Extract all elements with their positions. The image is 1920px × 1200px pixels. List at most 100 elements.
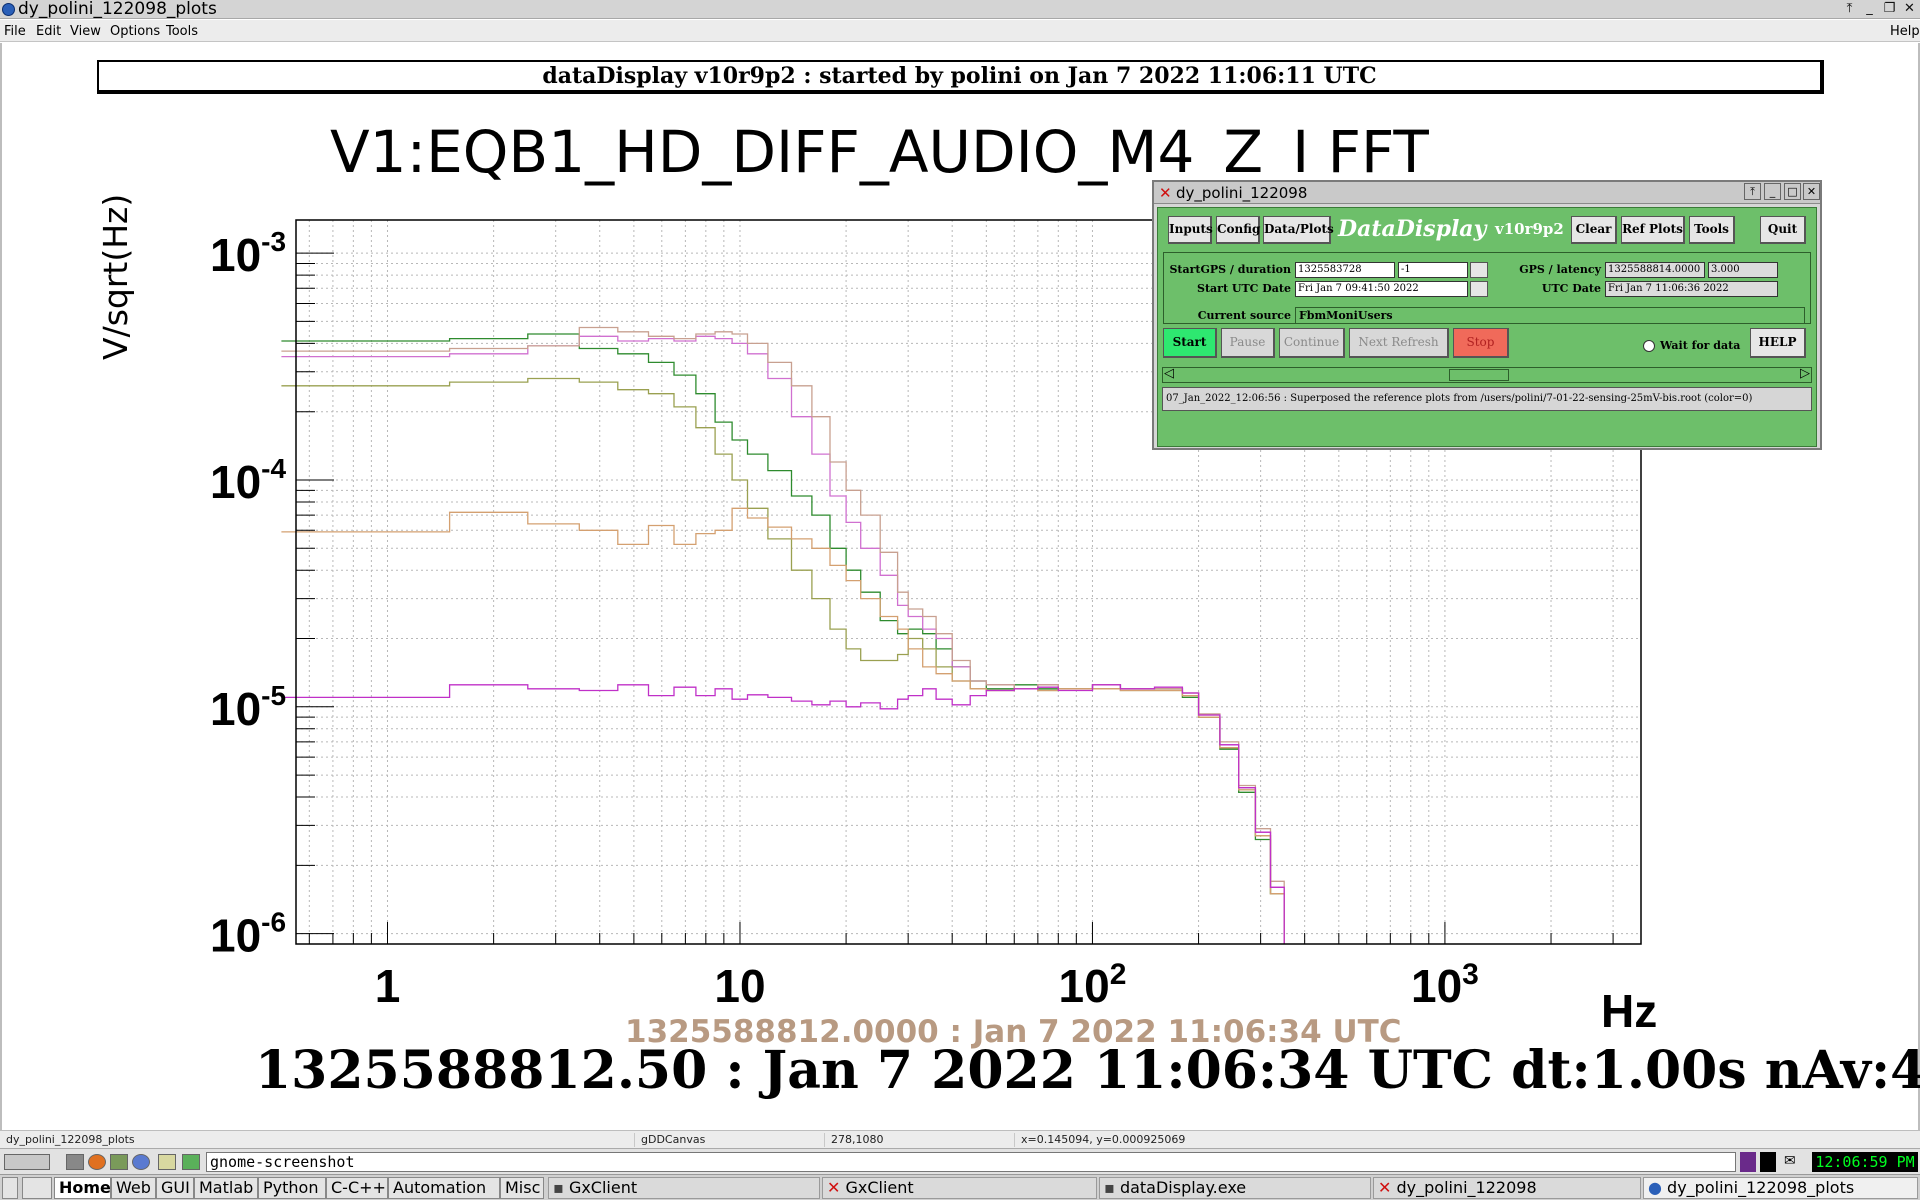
menubar: File Edit View Options Tools Help [0, 20, 1920, 42]
maximize-button[interactable]: ❐ [1883, 1, 1896, 16]
spectrum-series-1 [281, 333, 1285, 944]
menu-help[interactable]: Help [1890, 24, 1920, 39]
datadisplay-titlebar[interactable]: ✕ dy_polini_122098 ⤒ _ □ ✕ [1154, 182, 1820, 204]
start-utc-field[interactable]: Fri Jan 7 09:41:50 2022 [1295, 281, 1468, 297]
window-titlebar[interactable]: dy_polini_122098_plots ⤒ _ ❐ ✕ [0, 0, 1920, 19]
clock: 12:06:59 PM [1812, 1152, 1918, 1172]
editor-icon[interactable] [158, 1154, 176, 1170]
tab-matlab[interactable]: Matlab [194, 1177, 258, 1199]
window-controls: ⤒ _ ❐ ✕ [1841, 1, 1918, 18]
taskbar-app-datadisplay-exe[interactable]: ▪ dataDisplay.exe [1099, 1177, 1371, 1199]
cpu-meter-icon [1740, 1152, 1756, 1172]
ref-plots-button[interactable]: Ref Plots [1621, 216, 1685, 244]
plot-timestamp: 1325588812.50 : Jan 7 2022 11:06:34 UTC … [255, 1040, 1920, 1101]
browser-icon[interactable] [132, 1154, 150, 1170]
spectrum-plot[interactable]: 1 10 102 103 10-3 10-4 10-5 10-6 Hz [200, 200, 1740, 1045]
wait-for-data-radio[interactable] [1643, 340, 1655, 352]
command-input[interactable]: gnome-screenshot [206, 1152, 1736, 1172]
tab-web[interactable]: Web [111, 1177, 156, 1199]
gps-field: 1325588814.0000 [1605, 262, 1705, 278]
app-label: dataDisplay.exe [1119, 1178, 1247, 1197]
minimize-button[interactable]: _ [1866, 1, 1873, 16]
terminal-icon[interactable] [66, 1154, 84, 1170]
message-text: 07_Jan_2022_12:06:56 : Superposed the re… [1166, 393, 1753, 404]
tab-misc[interactable]: Misc [500, 1177, 544, 1199]
monitor-icon: ▪ [1104, 1178, 1120, 1197]
tab-gui[interactable]: GUI [156, 1177, 194, 1199]
config-button[interactable]: Config [1216, 216, 1260, 244]
taskbar-app-dy-polini-plots[interactable]: ● dy_polini_122098_plots [1643, 1177, 1918, 1199]
duration-field[interactable]: -1 [1398, 262, 1468, 278]
tab-c-cpp[interactable]: C-C++ [326, 1177, 388, 1199]
app-label: GxClient [568, 1178, 638, 1197]
status-coords: x=0.145094, y=0.000925069 [1021, 1133, 1186, 1146]
stop-button[interactable]: Stop [1453, 328, 1509, 358]
menu-view[interactable]: View [70, 24, 101, 39]
firefox-icon[interactable] [88, 1154, 106, 1170]
keep-above-button[interactable]: ⤒ [1846, 1, 1853, 16]
start-button[interactable]: Start [1163, 328, 1217, 358]
data-plots-button[interactable]: Data/Plots [1263, 216, 1334, 244]
window-title: dy_polini_122098_plots [18, 0, 217, 19]
utc-date-label: UTC Date [1541, 282, 1601, 295]
scroll-left-icon[interactable]: ◁ [1164, 366, 1174, 381]
scrollbar-thumb[interactable] [1449, 369, 1509, 381]
desktop-switcher-icon[interactable] [4, 1154, 50, 1170]
message-log: 07_Jan_2022_12:06:56 : Superposed the re… [1162, 387, 1812, 411]
latency-field[interactable]: 3.000 [1708, 262, 1778, 278]
x-tick-label: 103 [1411, 958, 1479, 1012]
settings-icon[interactable] [110, 1154, 128, 1170]
utc-date-field: Fri Jan 7 11:06:36 2022 [1605, 281, 1778, 297]
app-icon [2, 3, 15, 16]
inputs-button[interactable]: Inputs [1168, 216, 1213, 244]
datadisplay-panel: Inputs Config Data/Plots DataDisplay v10… [1157, 207, 1817, 447]
app-label: dy_polini_122098 [1396, 1178, 1537, 1197]
tab-automation[interactable]: Automation [388, 1177, 500, 1199]
current-source-field[interactable]: FbmMoniUsers [1295, 307, 1805, 324]
status-pixel: 278,1080 [825, 1133, 1015, 1147]
dd-minimize-button[interactable]: _ [1764, 183, 1781, 200]
continue-button[interactable]: Continue [1279, 328, 1345, 358]
start-utc-spin-button[interactable] [1470, 281, 1488, 297]
dd-keep-above-button[interactable]: ⤒ [1744, 183, 1761, 200]
menu-file[interactable]: File [4, 24, 26, 39]
help-button[interactable]: HELP [1750, 328, 1806, 358]
next-refresh-button[interactable]: Next Refresh [1349, 328, 1449, 358]
tab-python[interactable]: Python [258, 1177, 326, 1199]
clear-button[interactable]: Clear [1571, 216, 1617, 244]
plot-frame [295, 219, 1642, 945]
x-icon: ✕ [1159, 184, 1172, 202]
dd-close-button[interactable]: ✕ [1803, 183, 1820, 200]
y-axis-label: V/sqrt(Hz) [96, 193, 135, 360]
scroll-right-icon[interactable]: ▷ [1800, 366, 1810, 381]
dd-maximize-button[interactable]: □ [1784, 183, 1801, 200]
mail-icon[interactable]: ✉ [1784, 1153, 1796, 1169]
window-list-icon[interactable] [22, 1177, 52, 1199]
menu-options[interactable]: Options [110, 24, 161, 39]
corner-icon[interactable] [2, 1177, 18, 1199]
startgps-field[interactable]: 1325583728 [1295, 262, 1395, 278]
duration-spin-button[interactable] [1470, 262, 1488, 278]
startgps-label: StartGPS / duration [1169, 263, 1291, 276]
taskbar-app-dy-polini[interactable]: ✕ dy_polini_122098 [1373, 1177, 1641, 1199]
screenshot-icon[interactable] [182, 1154, 200, 1170]
taskbar: Home Web GUI Matlab Python C-C++ Automat… [0, 1174, 1920, 1200]
pause-button[interactable]: Pause [1221, 328, 1275, 358]
tab-home[interactable]: Home [54, 1177, 111, 1199]
horizontal-scrollbar[interactable]: ◁ ▷ [1162, 366, 1812, 383]
x-icon: ✕ [827, 1178, 846, 1197]
menu-tools[interactable]: Tools [166, 24, 199, 39]
wait-for-data-label: Wait for data [1660, 339, 1741, 352]
menu-edit[interactable]: Edit [36, 24, 62, 39]
taskbar-app-gxclient-2[interactable]: ✕ GxClient [822, 1177, 1097, 1199]
network-meter-icon [1760, 1152, 1776, 1172]
close-button[interactable]: ✕ [1904, 1, 1915, 16]
quit-button[interactable]: Quit [1760, 216, 1806, 244]
taskbar-app-gxclient-1[interactable]: ▪ GxClient [548, 1177, 820, 1199]
launcher-bar: gnome-screenshot ✉ 12:06:59 PM [0, 1148, 1920, 1174]
y-tick-label: 10-6 [210, 907, 286, 962]
app-label: dy_polini_122098_plots [1667, 1178, 1855, 1197]
start-utc-label: Start UTC Date [1197, 282, 1291, 295]
tools-button[interactable]: Tools [1689, 216, 1735, 244]
